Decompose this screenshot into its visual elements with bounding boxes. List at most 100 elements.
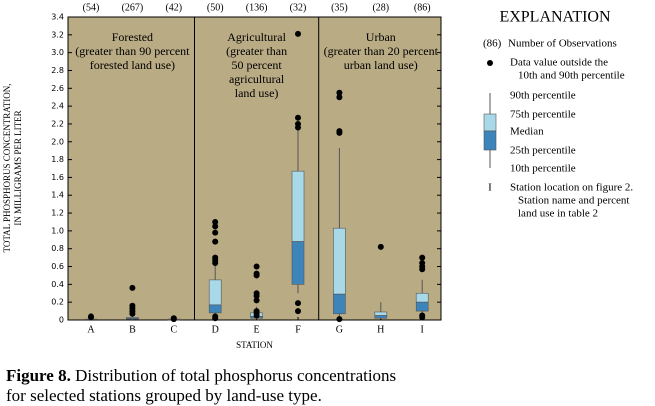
- x-axis-label: STATION: [236, 340, 273, 350]
- legend-station-text: Station name and percent: [518, 195, 630, 207]
- caption-line: Distribution of total phosphorus concent…: [75, 366, 397, 385]
- outlier: [212, 254, 219, 261]
- y-tick-label: 2.6: [51, 84, 64, 93]
- caption-line: for selected stations grouped by land-us…: [6, 386, 322, 405]
- outlier: [129, 302, 136, 309]
- x-tick-label: C: [170, 324, 177, 335]
- y-tick-label: 0.4: [51, 280, 64, 289]
- outlier: [336, 89, 343, 96]
- legend-station-text: Station location on figure 2.: [510, 182, 633, 194]
- outlier: [336, 94, 343, 101]
- box-lower: [126, 317, 139, 320]
- y-tick-label: 1.6: [51, 173, 64, 182]
- outlier: [336, 128, 343, 135]
- y-tick-label: 3.4: [51, 13, 64, 22]
- group-label: (greater than 20 percent: [324, 44, 439, 58]
- y-tick-label: 3.0: [51, 48, 64, 57]
- box-lower: [208, 304, 222, 314]
- outlier: [253, 263, 260, 270]
- y-tick-label: 0.6: [51, 262, 64, 271]
- legend-box-upper: [483, 113, 497, 132]
- outlier: [253, 308, 260, 315]
- outlier: [295, 120, 301, 127]
- legend-outlier-text: Data value outside the: [510, 57, 608, 69]
- count-label: (28): [372, 2, 389, 13]
- group-label: urban land use): [344, 58, 418, 72]
- x-tick-label: F: [295, 324, 301, 335]
- box-lower: [333, 293, 346, 315]
- plot-area: [67, 16, 442, 321]
- count-label: (50): [207, 2, 224, 13]
- group-label: (greater than 90 percent: [75, 44, 190, 58]
- caption: Figure 8. Distribution of total phosphor…: [6, 366, 396, 406]
- legend-count-text: Number of Observations: [508, 38, 617, 50]
- x-tick-label: D: [212, 324, 219, 335]
- box-upper: [333, 227, 346, 295]
- legend-station-symbol: I: [488, 182, 492, 194]
- y-axis-label-line: IN MILLIGRAMS PER LITER: [13, 110, 23, 225]
- outlier: [212, 313, 219, 320]
- x-tick-label: B: [129, 324, 136, 335]
- group-label: Agricultural: [227, 30, 286, 44]
- box-upper: [291, 170, 305, 242]
- count-label: (35): [331, 2, 348, 13]
- box-lower: [374, 315, 388, 319]
- x-tick-label: E: [254, 324, 260, 335]
- group-label: (greater than: [226, 44, 287, 58]
- outlier: [170, 315, 177, 322]
- count-label: (267): [122, 2, 144, 13]
- outlier: [253, 270, 260, 277]
- y-tick-label: 1.2: [51, 209, 64, 218]
- legend-outlier-text: 10th and 90th percentile: [518, 70, 625, 82]
- y-axis-label: TOTAL PHOSPHORUS CONCENTRATION,IN MILLIG…: [2, 83, 23, 252]
- y-axis-label-line: TOTAL PHOSPHORUS CONCENTRATION,: [2, 83, 12, 252]
- outlier: [419, 259, 426, 266]
- y-tick-label: 1.4: [51, 191, 64, 200]
- y-tick-label: 2.2: [51, 119, 64, 128]
- box-upper: [415, 292, 429, 303]
- outlier: [253, 297, 260, 304]
- y-tick-label: 3.2: [51, 30, 64, 39]
- legend-box-label: 25th percentile: [510, 145, 576, 157]
- box-upper: [208, 279, 222, 306]
- outlier: [295, 114, 301, 121]
- count-label: (42): [165, 2, 182, 13]
- legend-outlier-dot: [487, 60, 493, 66]
- outlier: [377, 243, 384, 250]
- count-label: (86): [414, 2, 431, 13]
- count-label: (32): [290, 2, 307, 13]
- x-tick-label: H: [377, 324, 384, 335]
- outlier: [129, 284, 136, 291]
- outlier: [212, 238, 219, 245]
- x-tick-label: I: [421, 324, 424, 335]
- legend-box-label: 10th percentile: [510, 163, 576, 175]
- outlier: [419, 312, 426, 319]
- y-tick-label: 0: [59, 316, 64, 325]
- x-tick-label: A: [87, 324, 95, 335]
- y-tick-label: 1.0: [51, 226, 64, 235]
- count-label: (136): [246, 2, 268, 13]
- group-label: land use): [235, 86, 279, 100]
- outlier: [253, 290, 260, 297]
- y-tick-label: 2.4: [51, 102, 64, 111]
- legend-box-label: Median: [510, 126, 544, 138]
- y-tick-label: 0.8: [51, 244, 64, 253]
- outlier: [295, 308, 301, 315]
- y-tick-label: 2.8: [51, 66, 64, 75]
- outlier: [212, 229, 219, 236]
- outlier: [212, 218, 219, 225]
- legend-station-text: land use in table 2: [518, 208, 598, 220]
- box-lower: [415, 301, 429, 312]
- group-label: Urban: [366, 30, 396, 44]
- group-label: 50 percent: [231, 58, 282, 72]
- y-tick-label: 0.2: [51, 298, 64, 307]
- caption-label: Figure 8.: [6, 366, 71, 385]
- y-tick-label: 2.0: [51, 137, 64, 146]
- box-upper: [374, 311, 388, 316]
- outlier: [295, 300, 301, 307]
- x-tick-label: G: [336, 324, 343, 335]
- legend-box-lower: [483, 130, 497, 151]
- group-label: agricultural: [229, 72, 285, 86]
- outlier: [419, 254, 426, 261]
